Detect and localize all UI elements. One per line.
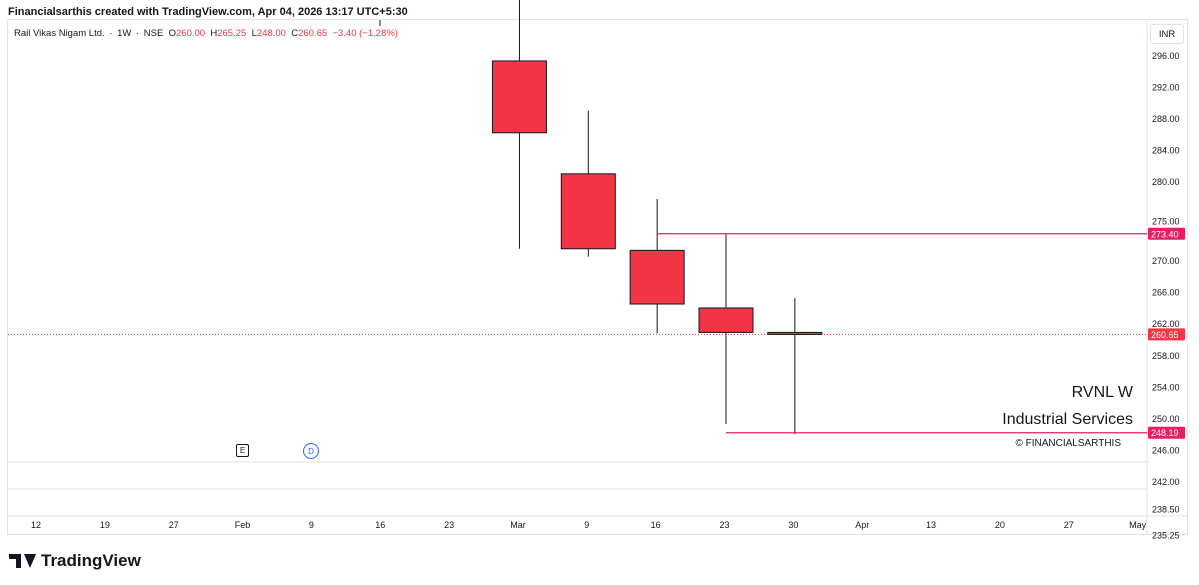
x-tick-label: 13 bbox=[926, 520, 936, 530]
y-tick-label: 292.00 bbox=[1152, 83, 1180, 93]
level-price-tag bbox=[1148, 426, 1185, 439]
y-tick-label: 250.00 bbox=[1152, 414, 1180, 424]
high-label: H bbox=[210, 28, 218, 39]
y-tick-label: 235.25 bbox=[1152, 530, 1180, 540]
x-tick-label: Feb bbox=[235, 520, 251, 530]
tradingview-logo[interactable]: TradingView bbox=[9, 551, 141, 571]
open-value: 260.00 bbox=[176, 28, 206, 39]
chart-header: Financialsarthis created with TradingVie… bbox=[8, 6, 408, 18]
low-label: L bbox=[251, 28, 257, 39]
tradingview-logo-icon bbox=[9, 554, 36, 568]
y-tick-label: 280.00 bbox=[1152, 177, 1180, 187]
interval[interactable]: 1W bbox=[117, 28, 132, 39]
last-price-label: 260.65 bbox=[1151, 330, 1179, 340]
x-tick-label: 9 bbox=[309, 520, 314, 530]
level-price-label: 248.19 bbox=[1151, 428, 1179, 438]
close-value: 260.65 bbox=[298, 28, 328, 39]
branding-text: TradingView bbox=[41, 551, 141, 570]
y-tick-label: 242.00 bbox=[1152, 477, 1180, 487]
x-tick-label: 16 bbox=[651, 520, 661, 530]
last-price-tag bbox=[1148, 328, 1185, 341]
symbol-name[interactable]: Rail Vikas Nigam Ltd. bbox=[14, 28, 105, 39]
candle-body bbox=[767, 331, 823, 335]
y-tick-label: 254.00 bbox=[1152, 382, 1180, 392]
x-tick-label: 23 bbox=[719, 520, 729, 530]
candle-body bbox=[491, 60, 547, 134]
x-tick-label: Apr bbox=[855, 520, 869, 530]
x-tick-label: 23 bbox=[444, 520, 454, 530]
x-tick-label: May bbox=[1129, 520, 1147, 530]
currency-button[interactable]: INR bbox=[1150, 24, 1184, 44]
x-tick-label: 16 bbox=[375, 520, 385, 530]
x-tick-label: 12 bbox=[31, 520, 41, 530]
x-tick-label: 9 bbox=[584, 520, 589, 530]
candle-body bbox=[698, 307, 754, 333]
y-tick-label: 275.00 bbox=[1152, 217, 1180, 227]
dividend-event-badge[interactable]: D bbox=[303, 443, 319, 459]
y-tick-label: 246.00 bbox=[1152, 446, 1180, 456]
open-label: O bbox=[168, 28, 177, 39]
change-value: −3.40 (−1.28%) bbox=[332, 28, 398, 39]
candle-body bbox=[560, 173, 616, 250]
exchange: NSE bbox=[143, 28, 164, 39]
x-tick-label: Mar bbox=[510, 520, 526, 530]
close-label: C bbox=[291, 28, 299, 39]
y-tick-label: 288.00 bbox=[1152, 114, 1180, 124]
y-tick-label: 296.00 bbox=[1152, 51, 1180, 61]
earnings-event-badge[interactable]: E bbox=[236, 444, 249, 457]
y-tick-label: 258.00 bbox=[1152, 351, 1180, 361]
y-tick-label: 266.00 bbox=[1152, 288, 1180, 298]
level-price-label: 273.40 bbox=[1151, 229, 1179, 239]
chart-frame bbox=[7, 19, 1188, 535]
low-value: 248.00 bbox=[256, 28, 286, 39]
x-tick-label: 19 bbox=[100, 520, 110, 530]
y-tick-label: 238.50 bbox=[1152, 505, 1180, 515]
x-tick-label: 27 bbox=[169, 520, 179, 530]
y-tick-label: 262.00 bbox=[1152, 319, 1180, 329]
watermark-copyright: © FINANCIALSARTHIS bbox=[1015, 438, 1121, 449]
watermark-title: RVNL W bbox=[1071, 384, 1133, 401]
y-tick-label: 284.00 bbox=[1152, 146, 1180, 156]
x-tick-label: 27 bbox=[1064, 520, 1074, 530]
high-value: 265.25 bbox=[217, 28, 247, 39]
candle-body bbox=[629, 249, 685, 305]
y-tick-label: 270.00 bbox=[1152, 256, 1180, 266]
symbol-legend: Rail Vikas Nigam Ltd. · 1W · NSE O260.00… bbox=[14, 28, 398, 39]
watermark-sector: Industrial Services bbox=[1002, 411, 1133, 428]
x-tick-label: 30 bbox=[788, 520, 798, 530]
x-tick-label: 20 bbox=[995, 520, 1005, 530]
level-price-tag bbox=[1148, 227, 1185, 240]
